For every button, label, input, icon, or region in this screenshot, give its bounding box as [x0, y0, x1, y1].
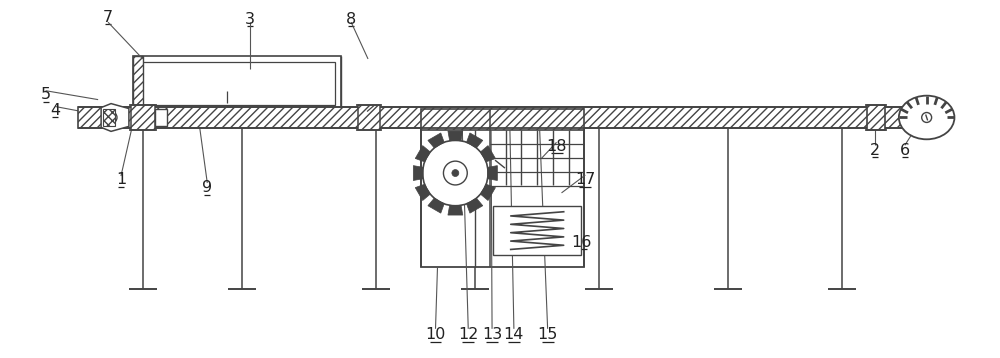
Text: 12: 12 — [458, 327, 478, 342]
Text: 5: 5 — [40, 87, 51, 102]
Polygon shape — [448, 205, 463, 215]
Circle shape — [423, 140, 488, 206]
Polygon shape — [415, 184, 430, 200]
Bar — [155, 108, 167, 126]
Polygon shape — [467, 198, 483, 213]
Text: 18: 18 — [546, 139, 567, 154]
Bar — [421, 108, 584, 267]
Polygon shape — [415, 146, 430, 162]
Text: 2: 2 — [870, 143, 880, 158]
Polygon shape — [488, 166, 497, 180]
Text: 13: 13 — [482, 327, 502, 342]
Bar — [78, 107, 917, 129]
Text: 7: 7 — [103, 10, 113, 25]
Polygon shape — [413, 166, 423, 180]
Text: 14: 14 — [504, 327, 524, 342]
Bar — [493, 206, 581, 255]
Bar — [133, 56, 143, 111]
Bar — [103, 108, 115, 126]
Polygon shape — [480, 184, 495, 200]
Circle shape — [922, 112, 932, 122]
Bar — [421, 108, 584, 130]
Text: 4: 4 — [50, 103, 61, 118]
Bar — [133, 56, 341, 111]
Text: 16: 16 — [571, 235, 592, 250]
Circle shape — [443, 161, 467, 185]
Text: 10: 10 — [425, 327, 446, 342]
Text: 9: 9 — [202, 180, 212, 195]
Text: 8: 8 — [346, 12, 356, 27]
Circle shape — [105, 112, 117, 124]
Circle shape — [452, 170, 459, 176]
Polygon shape — [101, 103, 129, 131]
Ellipse shape — [899, 96, 954, 139]
Polygon shape — [467, 133, 483, 148]
Text: 6: 6 — [900, 143, 910, 158]
Text: 3: 3 — [245, 12, 255, 27]
Bar — [139, 62, 335, 105]
Polygon shape — [428, 198, 444, 213]
Bar — [78, 107, 917, 129]
Text: 15: 15 — [537, 327, 558, 342]
Bar — [867, 105, 885, 130]
Polygon shape — [448, 131, 463, 141]
Bar — [131, 105, 155, 130]
Polygon shape — [428, 133, 444, 148]
Text: 1: 1 — [116, 173, 126, 188]
Polygon shape — [480, 146, 495, 162]
Bar — [358, 105, 380, 130]
Text: 17: 17 — [575, 173, 596, 188]
